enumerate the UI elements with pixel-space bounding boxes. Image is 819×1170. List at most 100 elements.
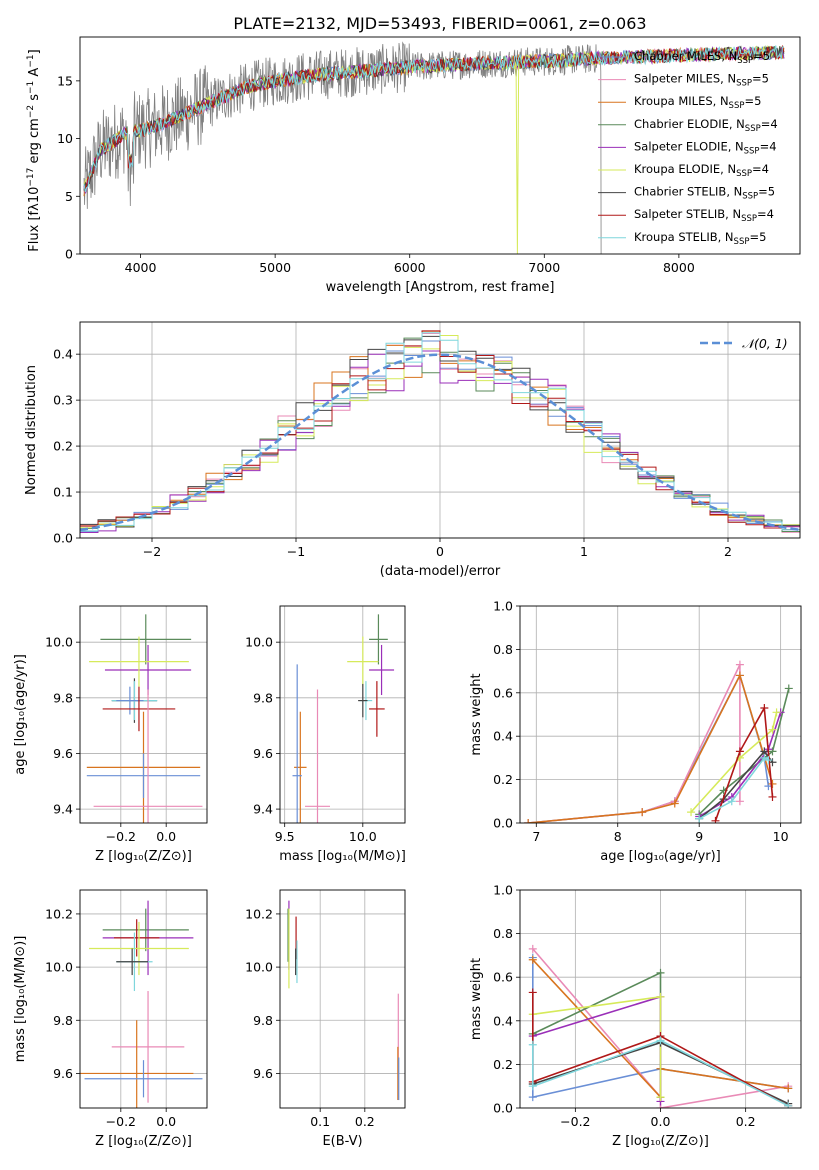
axes-frame: [79, 889, 208, 1109]
y-tick-label: 0.4: [493, 729, 513, 744]
axes-frame: [519, 889, 802, 1109]
mass-weight-point: [656, 1036, 665, 1045]
x-axis-label: mass [log₁₀(M/M⊙)]: [279, 849, 406, 864]
x-tick-label: 8: [614, 829, 622, 844]
legend-entry: Salpeter MILES, NSSP=5: [634, 72, 769, 89]
legend-entry: 𝒩(0, 1): [742, 336, 788, 351]
x-tick-label: 7: [532, 829, 540, 844]
mass-weight-point: [764, 756, 773, 765]
mass-weight-point: [735, 671, 744, 680]
axes-mass_vs_Z: −0.2 0.0 9.6 9.8 10.0 10.2 Z [log₁₀(Z/Z⊙)] mass…: [13, 889, 208, 1149]
mass-weight-point: [524, 819, 533, 823]
y-tick-label: 10.0: [245, 960, 273, 975]
y-axis-label: mass weight: [469, 673, 484, 755]
axes-frame: [79, 321, 801, 539]
mass-weight-line: [690, 712, 778, 813]
y-tick-label: 0.6: [493, 970, 513, 985]
mass-weight-point: [528, 1093, 537, 1102]
mass-weight-point: [784, 684, 793, 693]
x-tick-label: 0.0: [156, 829, 176, 844]
mass-weight-point: [735, 660, 744, 669]
mass-weight-point: [528, 944, 537, 953]
y-tick-label: 0.4: [493, 1013, 513, 1028]
mass-weight-line: [528, 673, 774, 823]
mass-weight-point: [760, 703, 769, 712]
x-tick-label: 10.0: [349, 829, 377, 844]
plot-area-mass_vs_Z: [80, 890, 207, 1108]
mass-weight-point: [760, 753, 769, 762]
y-axis-label: Normed distribution: [24, 365, 39, 495]
plot-area-age_vs_Z: [80, 606, 207, 823]
x-tick-label: 2: [724, 544, 732, 559]
y-tick-label: 10.2: [245, 906, 273, 921]
mass-weight-line: [698, 712, 782, 818]
x-tick-label: 0.0: [156, 1114, 176, 1129]
residual-histogram-8: [80, 332, 800, 532]
axes-age_vs_Z: −0.2 0.0 9.4 9.6 9.8 10.0 Z [log₁₀(Z/Z⊙)] age […: [13, 605, 208, 864]
y-tick-label: 9.6: [53, 746, 73, 761]
x-tick-label: −0.2: [106, 1114, 136, 1129]
y-tick-label: 0.1: [53, 485, 73, 500]
mass-weight-point: [670, 799, 679, 808]
y-tick-label: 9.6: [253, 746, 273, 761]
mass-weight-point: [528, 955, 537, 964]
axes-age_vs_mass: 9.5 10.0 9.4 9.6 9.8 10.0 mass [log₁₀(M/M⊙)]: [245, 605, 406, 864]
y-tick-label: 9.8: [53, 1013, 73, 1028]
y-tick-label: 0.0: [493, 1101, 513, 1116]
y-tick-label: 10.0: [45, 635, 73, 650]
mass-weight-line: [714, 705, 774, 822]
x-tick-label: −1: [287, 544, 305, 559]
x-tick-label: 0.0: [651, 1114, 671, 1129]
legend-entry: Salpeter ELODIE, NSSP=4: [634, 139, 777, 156]
y-tick-label: 10: [57, 131, 73, 146]
y-tick-label: 0.2: [53, 439, 73, 454]
y-tick-label: 10.2: [45, 906, 73, 921]
mass-weight-point: [695, 814, 704, 823]
plot-area-spectrum: [83, 41, 785, 254]
axes-mass_vs_EBV: 0.1 0.2 9.6 9.8 10.0 10.2 E(B-V): [245, 889, 406, 1149]
y-tick-label: 0: [65, 247, 73, 262]
mass-weight-point: [687, 808, 696, 817]
x-axis-label: age [log₁₀(age/yr)]: [600, 849, 721, 864]
y-tick-label: 9.4: [53, 802, 73, 817]
axes-frame: [279, 605, 406, 824]
axes-spectrum: 4000 5000 6000 7000 8000 0 5 10 15 wavelength [An…: [26, 36, 801, 295]
x-tick-label: 0: [436, 544, 444, 559]
legend-entry: Chabrier MILES, NSSP=5: [634, 49, 770, 66]
plot-area-residuals: [80, 322, 800, 538]
y-tick-label: 0.3: [53, 393, 73, 408]
legend-entry: Chabrier STELIB, NSSP=5: [634, 185, 775, 202]
y-tick-label: 10.0: [45, 960, 73, 975]
x-tick-label: −0.2: [106, 829, 136, 844]
y-axis-label: mass [log₁₀(M/M⊙)]: [13, 936, 28, 1063]
y-tick-label: 9.8: [53, 690, 73, 705]
y-tick-label: 9.8: [253, 690, 273, 705]
mass-weight-point: [768, 747, 777, 756]
y-tick-label: 0.0: [493, 816, 513, 831]
x-tick-label: 0.1: [310, 1114, 330, 1129]
y-tick-label: 0.8: [493, 926, 513, 941]
plot-area-age_vs_mass: [280, 606, 405, 823]
mass-weight-point: [638, 808, 647, 817]
x-axis-label: Z [log₁₀(Z/Z⊙)]: [95, 849, 192, 864]
x-tick-label: 0.2: [736, 1114, 756, 1129]
spectrum-legend: Chabrier MILES, NSSP=5 Salpeter MILES, NS…: [598, 49, 778, 247]
axes-residuals: −2 −1 0 1 2 0.0 0.1 0.2 0.3 0.4 (data-model)/error…: [24, 321, 801, 579]
legend-entry: Kroupa ELODIE, NSSP=4: [634, 162, 769, 179]
y-tick-label: 1.0: [493, 883, 513, 898]
y-tick-label: 0.4: [53, 347, 73, 362]
axes-mass_weight_vs_Z: −0.2 0.0 0.2 0.0 0.2 0.4 0.6 0.8 1.0 Z [log₁₀(Z/Z…: [469, 883, 802, 1149]
y-axis-label: Flux [fλ10−17 erg cm−2 s−1 A−1]: [26, 49, 42, 251]
y-tick-label: 15: [57, 73, 73, 88]
legend-entry: Salpeter STELIB, NSSP=4: [634, 207, 774, 224]
mass-weight-point: [735, 797, 744, 806]
axes-mass_weight_vs_age: 7 8 9 10 0.0 0.2 0.4 0.6 0.8 1.0 age [log₁₀(age/yr…: [469, 599, 802, 864]
mass-weight-point: [768, 792, 777, 801]
plot-area-mass_weight_vs_Z: [520, 890, 801, 1108]
y-tick-label: 5: [65, 189, 73, 204]
legend-entry: Kroupa STELIB, NSSP=5: [634, 230, 766, 247]
legend-entry: Chabrier ELODIE, NSSP=4: [634, 117, 778, 134]
y-tick-label: 0.0: [53, 531, 73, 546]
y-tick-label: 9.4: [253, 802, 273, 817]
mass-weight-point: [784, 1084, 793, 1093]
